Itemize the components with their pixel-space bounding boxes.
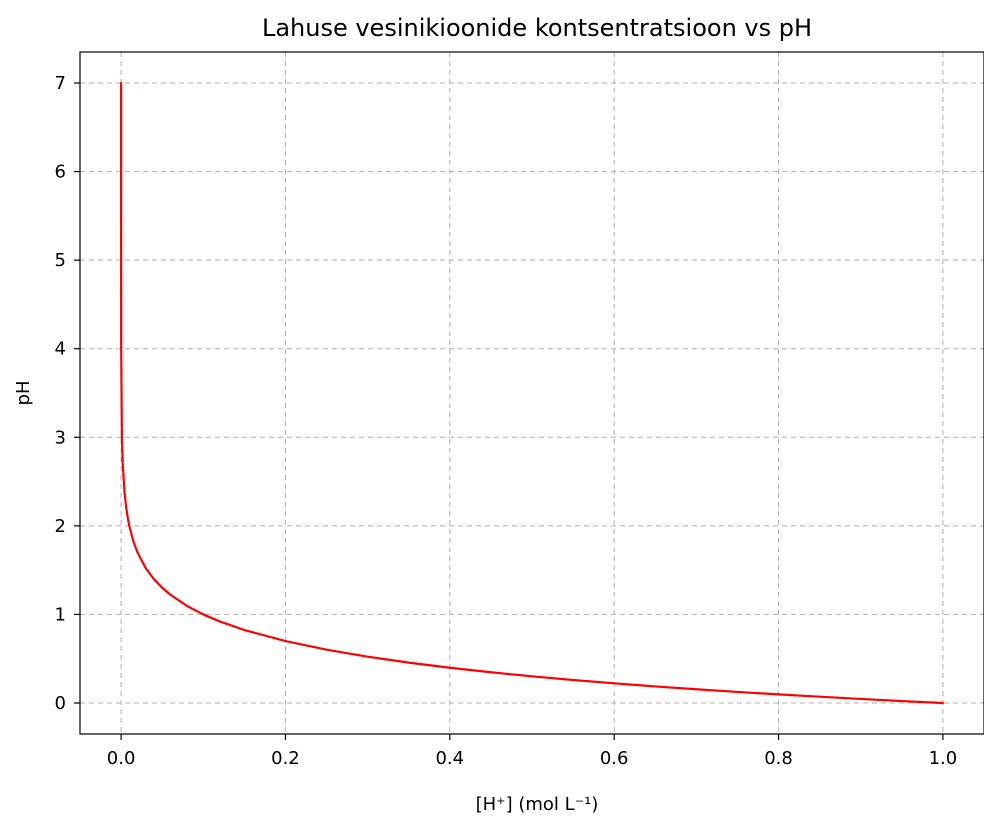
- y-tick-label: 7: [55, 73, 66, 94]
- plot-frame: [79, 51, 984, 735]
- plot-series: [119, 81, 945, 705]
- x-tick-label: 0.4: [435, 748, 464, 769]
- x-tick-label: 0.0: [107, 748, 136, 769]
- y-tick-label: 4: [55, 339, 66, 360]
- x-tick-label: 0.8: [764, 748, 793, 769]
- y-axis-label: pH: [13, 381, 34, 406]
- y-tick-label: 6: [55, 162, 66, 183]
- y-tick-label: 0: [55, 693, 66, 714]
- axis-ticks: 0.0 0.2 0.4 0.6 0.8 1.0 0 1 2 3 4 5 6 7: [55, 73, 958, 769]
- grid: [80, 52, 984, 734]
- y-tick-label: 3: [55, 427, 66, 448]
- x-tick-label: 1.0: [929, 748, 958, 769]
- x-tick-label: 0.6: [600, 748, 629, 769]
- chart-title: Lahuse vesinikioonide kontsentratsioon v…: [262, 14, 812, 42]
- x-tick-label: 0.2: [271, 748, 300, 769]
- y-tick-label: 5: [55, 250, 66, 271]
- series-line: [119, 81, 945, 705]
- y-tick-label: 2: [55, 516, 66, 537]
- y-tick-label: 1: [55, 604, 66, 625]
- x-axis-label: [H⁺] (mol L⁻¹): [476, 794, 599, 815]
